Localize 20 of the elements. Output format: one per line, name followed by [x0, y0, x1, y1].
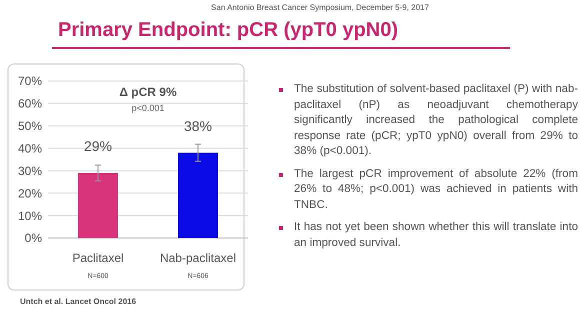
x-tick-label: Nab-paclitaxel [160, 251, 236, 265]
text: It has not yet been shown whether this will translate into an improved survival. [294, 220, 578, 250]
y-tick-label: 10% [18, 208, 42, 223]
annotation: p<0.001 [132, 103, 164, 113]
y-tick-label: 0% [24, 231, 42, 246]
data-label: 29% [84, 138, 112, 154]
y-tick-label: 50% [18, 119, 42, 134]
y-tick-label: 20% [18, 186, 42, 200]
x-tick-label: Paclitaxel [72, 251, 124, 265]
y-tick-label: 60% [18, 96, 42, 111]
text: Untch et al. Lancet Oncol 2016 [20, 297, 137, 306]
y-tick-label: 70% [18, 74, 42, 88]
y-tick-label: 30% [18, 164, 42, 178]
text: The substitution of solvent-based paclitaxel (P) with nab-paclitaxel (nP) as neoadjuvant chemotherapy significantly increased the pathological complete response rate (pCR; ypT0 ypN0) overall from 29% to 38% (p<0.001). [294, 82, 578, 159]
data-label: 38% [184, 118, 212, 134]
annotation: Δ pCR 9% [119, 85, 177, 99]
y-tick-label: 40% [18, 141, 42, 156]
chart-title: Primary Endpoint: pCR (ypT0 ypN0) [58, 19, 398, 41]
text: San Antonio Breast Cancer Symposium, December 5-9, 2017 [211, 3, 430, 12]
text: The largest pCR improvement of absolute 22% (from 26% to 48%; p<0.001) was achieved in patients with TNBC. [294, 166, 578, 212]
